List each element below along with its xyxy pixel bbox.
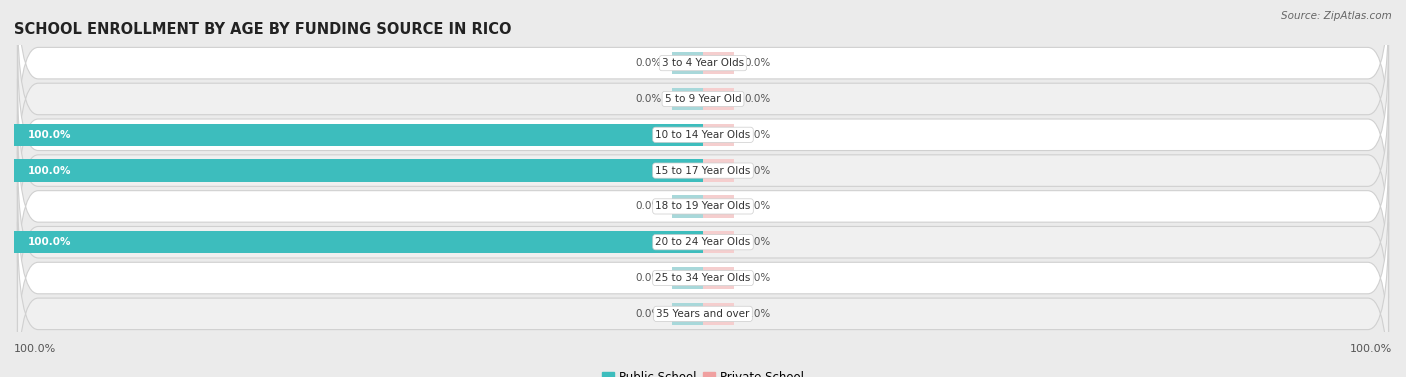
Bar: [703, 231, 734, 253]
Bar: [672, 195, 703, 218]
FancyBboxPatch shape: [17, 7, 1389, 191]
Text: 0.0%: 0.0%: [744, 309, 770, 319]
Text: 0.0%: 0.0%: [744, 94, 770, 104]
Legend: Public School, Private School: Public School, Private School: [598, 366, 808, 377]
Text: 100.0%: 100.0%: [1350, 344, 1392, 354]
FancyBboxPatch shape: [17, 186, 1389, 370]
Bar: [14, 124, 703, 146]
Text: 0.0%: 0.0%: [636, 58, 662, 68]
Text: 10 to 14 Year Olds: 10 to 14 Year Olds: [655, 130, 751, 140]
Bar: [703, 303, 734, 325]
Bar: [672, 88, 703, 110]
Text: 0.0%: 0.0%: [636, 94, 662, 104]
Text: 0.0%: 0.0%: [636, 201, 662, 211]
Text: 35 Years and over: 35 Years and over: [657, 309, 749, 319]
Bar: [14, 231, 703, 253]
Text: 5 to 9 Year Old: 5 to 9 Year Old: [665, 94, 741, 104]
FancyBboxPatch shape: [17, 222, 1389, 377]
Text: 15 to 17 Year Olds: 15 to 17 Year Olds: [655, 166, 751, 176]
Text: 0.0%: 0.0%: [744, 237, 770, 247]
Text: 0.0%: 0.0%: [744, 166, 770, 176]
Bar: [672, 303, 703, 325]
Text: 100.0%: 100.0%: [28, 130, 72, 140]
Bar: [703, 195, 734, 218]
Text: 0.0%: 0.0%: [744, 58, 770, 68]
Text: 0.0%: 0.0%: [744, 273, 770, 283]
Text: 0.0%: 0.0%: [636, 309, 662, 319]
FancyBboxPatch shape: [17, 150, 1389, 334]
Text: 0.0%: 0.0%: [636, 273, 662, 283]
Text: 3 to 4 Year Olds: 3 to 4 Year Olds: [662, 58, 744, 68]
Text: 100.0%: 100.0%: [28, 166, 72, 176]
Bar: [703, 159, 734, 182]
Bar: [703, 52, 734, 74]
Bar: [703, 267, 734, 289]
Text: 0.0%: 0.0%: [744, 201, 770, 211]
Text: Source: ZipAtlas.com: Source: ZipAtlas.com: [1281, 11, 1392, 21]
Bar: [672, 52, 703, 74]
Text: 25 to 34 Year Olds: 25 to 34 Year Olds: [655, 273, 751, 283]
Bar: [703, 124, 734, 146]
Text: 20 to 24 Year Olds: 20 to 24 Year Olds: [655, 237, 751, 247]
Text: SCHOOL ENROLLMENT BY AGE BY FUNDING SOURCE IN RICO: SCHOOL ENROLLMENT BY AGE BY FUNDING SOUR…: [14, 22, 512, 37]
Text: 18 to 19 Year Olds: 18 to 19 Year Olds: [655, 201, 751, 211]
Bar: [672, 267, 703, 289]
Bar: [703, 88, 734, 110]
Text: 100.0%: 100.0%: [14, 344, 56, 354]
FancyBboxPatch shape: [17, 115, 1389, 298]
Text: 0.0%: 0.0%: [744, 130, 770, 140]
FancyBboxPatch shape: [17, 43, 1389, 227]
Bar: [14, 159, 703, 182]
Text: 100.0%: 100.0%: [28, 237, 72, 247]
FancyBboxPatch shape: [17, 0, 1389, 155]
FancyBboxPatch shape: [17, 79, 1389, 262]
